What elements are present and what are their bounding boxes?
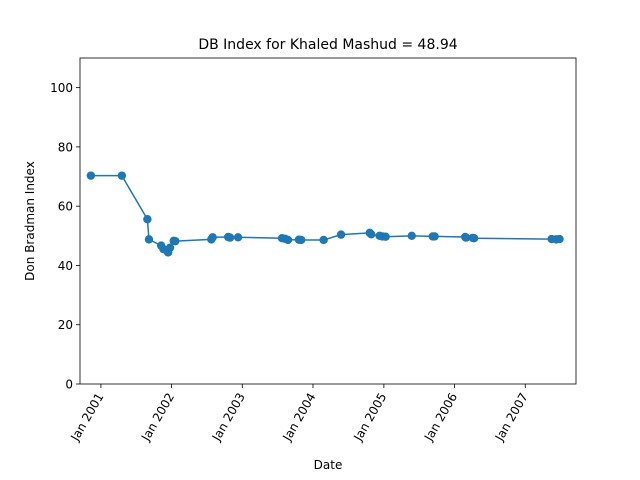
data-point <box>367 230 376 239</box>
data-point <box>165 243 175 252</box>
y-tick-label: 80 <box>58 140 73 154</box>
data-point <box>225 233 235 242</box>
chart-title: DB Index for Khaled Mashud = 48.94 <box>198 37 457 53</box>
y-tick-label: 20 <box>58 318 73 332</box>
x-tick-label: Jan 2003 <box>209 391 248 445</box>
data-point <box>469 233 479 243</box>
data-point <box>143 215 152 224</box>
data-point <box>319 235 328 245</box>
data-point <box>283 235 293 245</box>
x-tick-label: Jan 2006 <box>421 391 460 445</box>
data-point <box>430 232 439 241</box>
axes-frame <box>79 57 577 385</box>
data-point <box>555 234 564 244</box>
y-axis-label: Don Bradman Index <box>23 161 37 281</box>
y-tick-label: 100 <box>50 81 73 95</box>
x-tick-label: Jan 2004 <box>280 391 319 445</box>
plot-area: 0 20 40 60 80 100 Jan 2001 Jan 2002 Jan 2003 Jan … <box>50 57 577 445</box>
x-axis-label: Date <box>314 458 343 472</box>
data-point <box>296 235 306 245</box>
x-tick-label: Jan 2001 <box>67 391 106 445</box>
x-tick-label: Jan 2007 <box>492 391 531 445</box>
data-point <box>461 233 471 242</box>
data-point <box>117 171 127 180</box>
data-point <box>208 233 217 242</box>
data-point <box>407 231 416 241</box>
data-point <box>381 232 390 241</box>
y-tick-label: 0 <box>65 378 73 392</box>
x-tick-label: Jan 2002 <box>138 391 177 445</box>
y-tick-label: 60 <box>58 200 73 214</box>
y-tick-label: 40 <box>58 259 73 273</box>
data-point <box>233 233 243 242</box>
data-point <box>336 230 346 239</box>
data-point <box>171 236 180 246</box>
x-tick-label: Jan 2005 <box>350 391 389 445</box>
data-point <box>144 235 154 244</box>
data-point <box>86 171 96 180</box>
